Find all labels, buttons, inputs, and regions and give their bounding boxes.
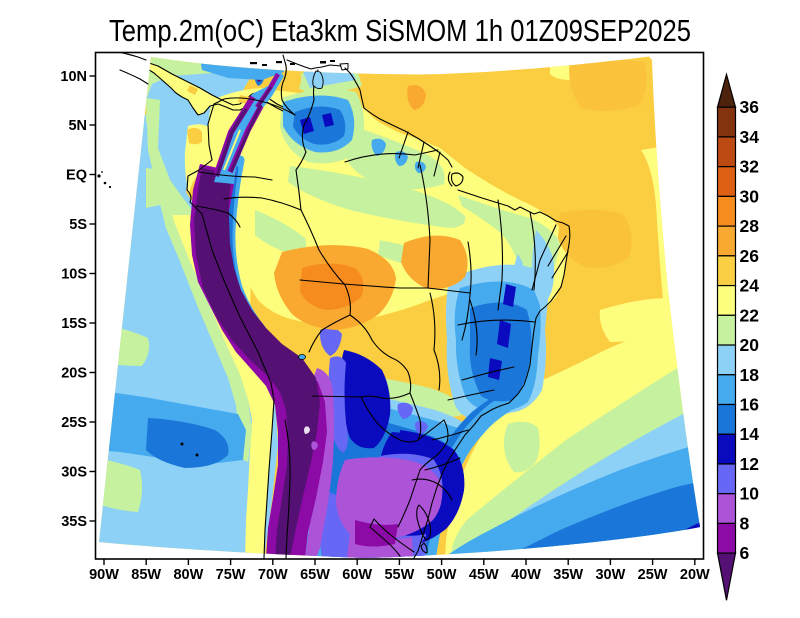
svg-text:6: 6: [740, 543, 750, 563]
svg-text:36: 36: [740, 97, 760, 117]
svg-text:55W: 55W: [384, 567, 414, 583]
svg-text:10: 10: [740, 484, 760, 504]
svg-text:30W: 30W: [595, 567, 625, 583]
svg-text:20S: 20S: [61, 366, 87, 382]
svg-text:12: 12: [740, 454, 760, 474]
svg-text:22: 22: [740, 305, 760, 325]
svg-text:32: 32: [740, 157, 760, 177]
svg-text:25W: 25W: [638, 567, 668, 583]
svg-text:70W: 70W: [258, 567, 288, 583]
svg-text:75W: 75W: [216, 567, 246, 583]
svg-text:30: 30: [740, 186, 760, 206]
svg-text:26: 26: [740, 246, 760, 266]
svg-text:65W: 65W: [300, 567, 330, 583]
svg-text:25S: 25S: [61, 415, 87, 431]
svg-text:Temp.2m(oC) Eta3km SiSMOM 1h 0: Temp.2m(oC) Eta3km SiSMOM 1h 01Z09SEP202…: [109, 13, 691, 48]
svg-text:90W: 90W: [89, 567, 119, 583]
svg-text:15S: 15S: [61, 316, 87, 332]
svg-text:30S: 30S: [61, 465, 87, 481]
svg-text:18: 18: [740, 365, 760, 385]
svg-text:8: 8: [740, 513, 750, 533]
svg-text:20: 20: [740, 335, 760, 355]
svg-text:85W: 85W: [131, 567, 161, 583]
svg-text:5N: 5N: [68, 118, 87, 134]
svg-text:50W: 50W: [427, 567, 457, 583]
svg-text:80W: 80W: [173, 567, 203, 583]
svg-text:14: 14: [740, 424, 760, 444]
svg-text:45W: 45W: [469, 567, 499, 583]
svg-text:20W: 20W: [680, 567, 710, 583]
svg-text:EQ: EQ: [66, 168, 87, 184]
svg-text:10S: 10S: [61, 267, 87, 283]
svg-text:10N: 10N: [60, 69, 87, 85]
svg-text:28: 28: [740, 216, 760, 236]
svg-text:35W: 35W: [553, 567, 583, 583]
svg-text:16: 16: [740, 395, 760, 415]
svg-text:60W: 60W: [342, 567, 372, 583]
svg-text:35S: 35S: [61, 514, 87, 530]
svg-text:34: 34: [740, 127, 760, 147]
svg-text:40W: 40W: [511, 567, 541, 583]
svg-text:24: 24: [740, 276, 760, 296]
svg-text:5S: 5S: [69, 217, 87, 233]
